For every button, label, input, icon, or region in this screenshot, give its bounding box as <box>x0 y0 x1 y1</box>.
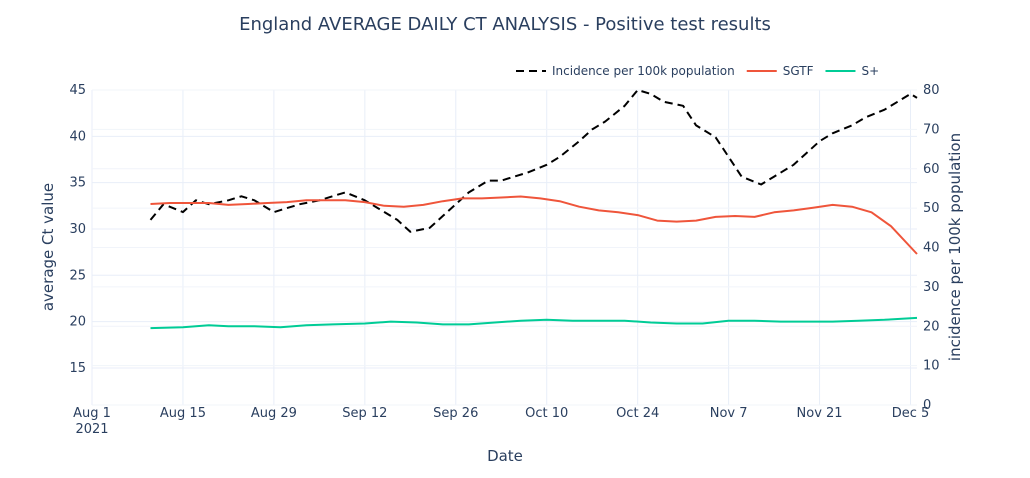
y-left-tick-label: 25 <box>69 268 86 283</box>
y-left-tick-label: 15 <box>69 361 86 376</box>
x-tick-label: Sep 12 <box>342 406 387 421</box>
x-tick-label: Aug 1 <box>73 406 111 421</box>
x-tick-label: Dec 5 <box>892 406 930 421</box>
y-axis-left-title: average Ct value <box>39 183 57 311</box>
series-layer <box>149 89 918 330</box>
x-tick-sublabel: 2021 <box>75 422 108 437</box>
series-line-s <box>150 316 918 330</box>
legend-label: SGTF <box>783 64 814 78</box>
y-axis-right-title: incidence per 100k population <box>946 133 964 361</box>
y-right-tick-label: 10 <box>923 359 940 374</box>
series-line-sgtf <box>150 195 918 255</box>
y-left-tick-label: 40 <box>69 129 86 144</box>
y-right-tick-label: 0 <box>923 398 931 413</box>
y-right-tick-label: 40 <box>923 241 940 256</box>
x-tick-label: Oct 24 <box>616 406 659 421</box>
x-tick-label: Nov 7 <box>710 406 748 421</box>
legend: Incidence per 100k population SGTF S+ <box>516 64 879 78</box>
series-line-incidence-per-100k-population <box>149 89 918 233</box>
x-tick-label: Sep 26 <box>433 406 478 421</box>
y-left-tick-label: 30 <box>69 222 86 237</box>
x-tick-label: Aug 29 <box>251 406 297 421</box>
y-right-tick-label: 70 <box>923 122 940 137</box>
y-right-tick-label: 50 <box>923 201 940 216</box>
legend-label: S+ <box>861 64 879 78</box>
legend-label: Incidence per 100k population <box>552 64 735 78</box>
chart-title: England AVERAGE DAILY CT ANALYSIS - Posi… <box>239 14 771 35</box>
gridlines <box>91 89 917 406</box>
x-tick-label: Oct 10 <box>525 406 568 421</box>
y-right-tick-label: 20 <box>923 319 940 334</box>
y-right-tick-label: 30 <box>923 280 940 295</box>
x-tick-label: Aug 15 <box>160 406 206 421</box>
y-left-tick-label: 45 <box>69 83 86 98</box>
y-right-tick-label: 80 <box>923 83 940 98</box>
y-left-tick-label: 20 <box>69 315 86 330</box>
x-axis-title: Date <box>487 447 523 465</box>
x-tick-label: Nov 21 <box>797 406 843 421</box>
y-right-tick-label: 60 <box>923 162 940 177</box>
y-left-tick-label: 35 <box>69 176 86 191</box>
